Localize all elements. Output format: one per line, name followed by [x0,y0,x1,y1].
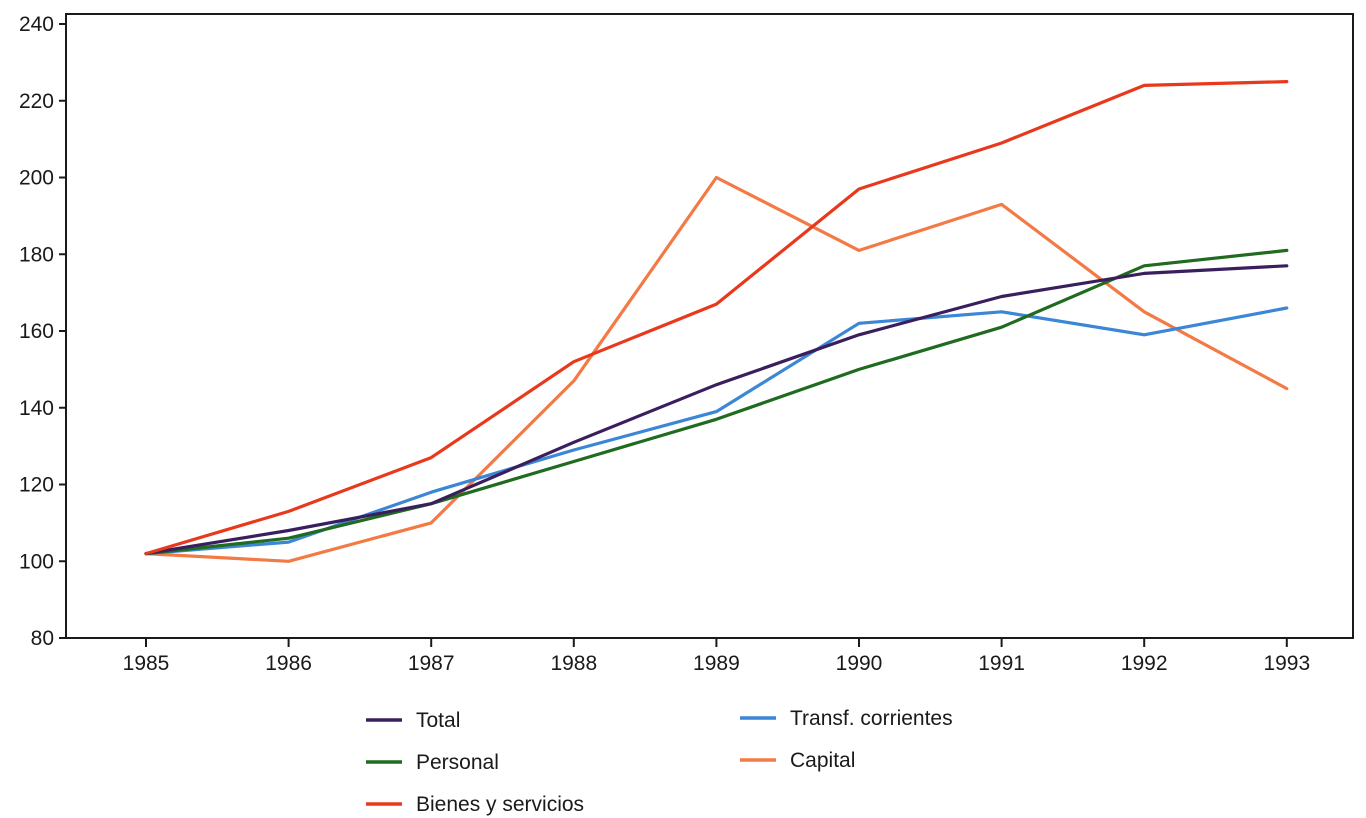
x-tick-label: 1993 [1263,652,1310,675]
legend-label-transf-corrientes: Transf. corrientes [790,707,953,730]
series-line-total [144,264,1289,556]
y-tick-label: 120 [19,474,54,497]
y-tick-label: 100 [19,550,54,573]
x-tick-label: 1991 [978,652,1025,675]
x-tick-label: 1986 [265,652,312,675]
series-line-capital [144,175,1289,563]
series-lines [144,79,1289,563]
axes: 80 100 120 140 160 180 200 220 240 1985 1986 1987 19… [19,13,1354,675]
legend-label-bienes-y-servicios: Bienes y servicios [416,793,584,816]
x-tick-label: 1988 [550,652,597,675]
x-tick-label: 1985 [123,652,170,675]
y-tick-label: 200 [19,167,54,190]
series-line-bienes-y-servicios [144,79,1289,556]
plot-frame [65,13,1354,639]
y-tick-label: 160 [19,320,54,343]
x-tick-label: 1992 [1121,652,1168,675]
y-tick-label: 180 [19,243,54,266]
y-tick-label: 80 [31,627,54,650]
x-tick-label: 1989 [693,652,740,675]
legend-label-capital: Capital [790,749,855,772]
y-tick-label: 140 [19,397,54,420]
y-tick-label: 240 [19,13,54,36]
legend-label-personal: Personal [416,751,499,774]
legend: Total Personal Bienes y servicios Transf. c… [366,707,953,816]
series-line-transf-corrientes [144,306,1289,556]
y-tick-label: 220 [19,90,54,113]
legend-label-total: Total [416,709,460,732]
series-line-personal [144,248,1289,556]
x-tick-label: 1987 [408,652,455,675]
x-tick-label: 1990 [836,652,883,675]
